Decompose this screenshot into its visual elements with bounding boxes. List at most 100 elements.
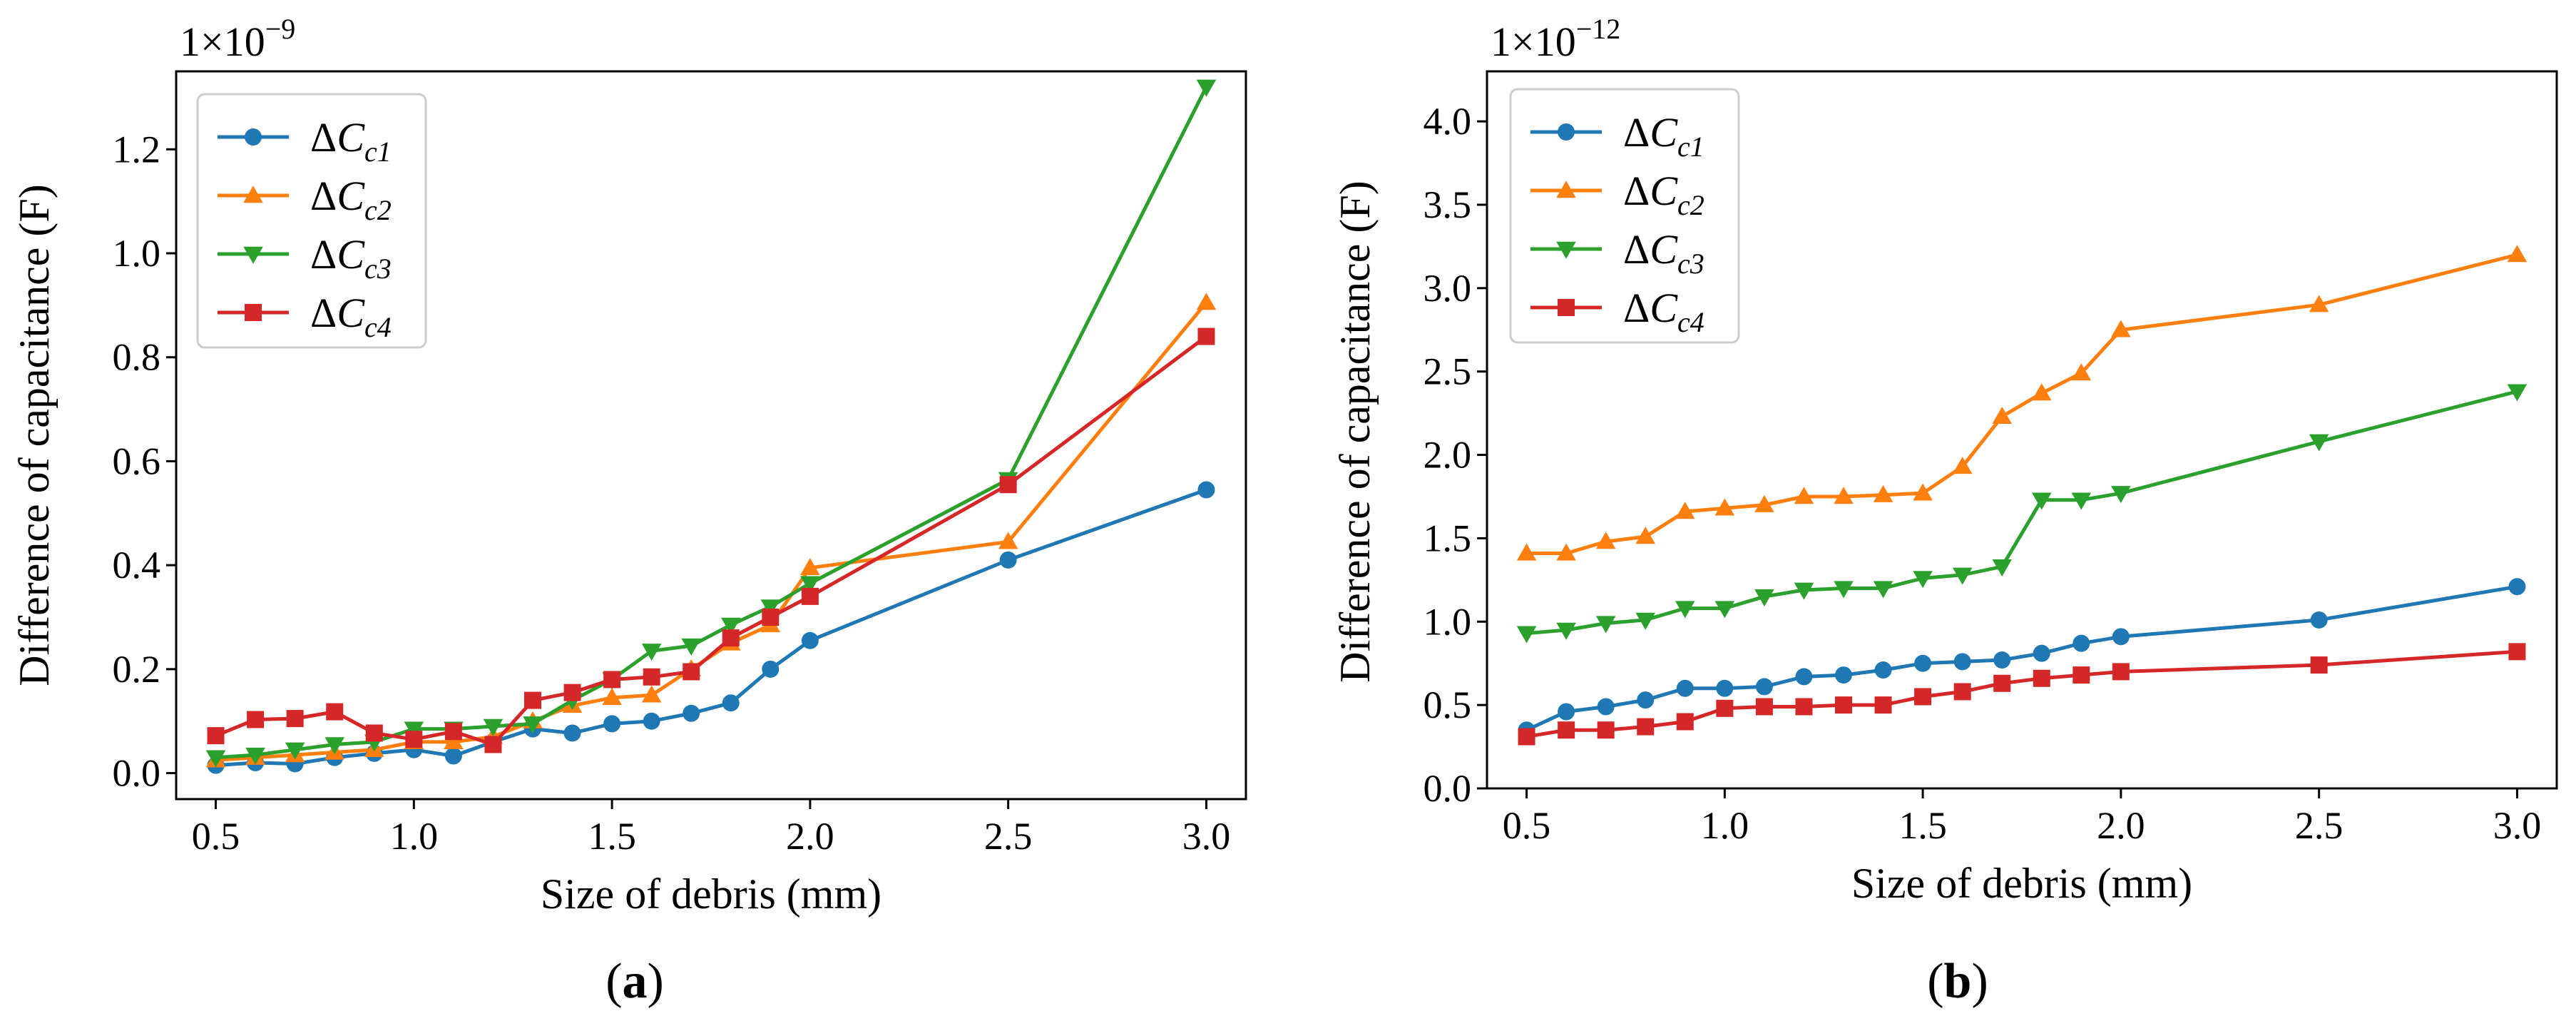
x-tick-label-b-5: 3.0: [2493, 804, 2542, 847]
data-point-b-c1-6: [1755, 678, 1773, 696]
data-point-b-c1-3: [1637, 691, 1655, 709]
x-tick-label-a-5: 3.0: [1182, 815, 1231, 858]
data-point-b-c3-2: [1595, 616, 1616, 634]
data-point-b-c3-12: [1992, 559, 2013, 576]
data-point-a-c3-15: [800, 576, 820, 594]
data-point-b-c1-4: [1676, 679, 1694, 697]
data-point-b-c2-6: [1754, 494, 1774, 512]
data-point-a-c1-10: [603, 715, 621, 733]
data-point-a-c2-6: [444, 732, 464, 750]
data-point-a-c4-15: [801, 587, 819, 605]
x-tick-label-b-4: 2.5: [2295, 804, 2344, 847]
legend-marker-a-c3: [243, 246, 263, 264]
data-point-a-c4-4: [365, 724, 383, 742]
y-tick-label-a-5: 1.0: [113, 232, 161, 275]
plot-frame-a: [175, 70, 1247, 801]
data-point-a-c4-1: [247, 711, 265, 728]
data-point-a-c1-9: [563, 724, 581, 742]
data-point-b-c4-14: [2072, 666, 2090, 684]
x-tick-label-a-2: 1.5: [588, 815, 636, 858]
legend-label-b-c4: ΔCc4: [1623, 285, 1704, 338]
data-point-a-c3-1: [245, 747, 265, 765]
y-tick-label-a-4: 0.8: [113, 336, 161, 379]
data-point-a-c3-3: [324, 737, 345, 755]
legend-label-a-c4: ΔCc4: [310, 290, 392, 343]
y-tick-label-b-7: 3.5: [1424, 183, 1472, 226]
y-axis-label-b: Difference of capacitance (F): [1332, 181, 1379, 682]
legend-marker-b-c4: [1558, 299, 1575, 316]
data-point-b-c2-17: [2507, 245, 2528, 263]
data-point-a-c2-10: [602, 688, 622, 706]
data-point-a-c2-15: [800, 557, 820, 575]
data-point-b-c2-12: [1992, 407, 2013, 425]
y-tick-label-a-3: 0.6: [113, 440, 161, 482]
chart-panel-b: 0.5 1.0 1.5 2.0 2.5 3.0 0.0 0.5 1.0 1.5 2.0 2.5 3.0 3…: [1332, 13, 2558, 1009]
plot-frame-b: [1486, 70, 2558, 790]
data-point-a-c4-7: [484, 736, 502, 753]
data-point-a-c3-12: [681, 638, 702, 656]
x-axis-label-b: Size of debris (mm): [1851, 860, 2192, 907]
x-axis-label-a: Size of debris (mm): [541, 870, 881, 918]
data-point-a-c2-16: [998, 532, 1018, 549]
x-tick-label-b-0: 0.5: [1503, 804, 1551, 847]
data-point-b-c4-6: [1755, 698, 1773, 716]
y-tick-label-b-4: 2.0: [1424, 434, 1472, 477]
data-point-b-c2-14: [2071, 363, 2092, 381]
data-point-b-c2-8: [1834, 487, 1854, 504]
data-point-a-c4-6: [444, 723, 462, 741]
legend-marker-b-c2: [1556, 181, 1576, 198]
data-point-b-c2-5: [1714, 498, 1735, 516]
data-point-a-c1-16: [999, 551, 1017, 569]
data-point-b-c3-16: [2309, 434, 2329, 452]
data-point-b-c3-8: [1834, 581, 1854, 599]
data-point-b-c3-1: [1556, 622, 1576, 640]
data-point-b-c2-1: [1556, 543, 1576, 561]
data-point-a-c4-10: [603, 671, 621, 689]
data-point-b-c3-10: [1913, 571, 1933, 589]
data-point-b-c4-1: [1558, 721, 1575, 739]
x-tick-label-b-2: 1.5: [1898, 804, 1947, 847]
y-tick-label-b-8: 4.0: [1424, 100, 1472, 143]
data-point-a-c3-11: [641, 644, 662, 661]
series-layer-a: [205, 79, 1217, 774]
x-tick-label-a-1: 1.0: [390, 815, 439, 858]
data-point-a-c3-0: [205, 750, 226, 768]
data-point-b-c4-11: [1953, 683, 1971, 701]
legend-label-a-c2: ΔCc2: [310, 173, 392, 226]
data-point-a-c3-17: [1196, 79, 1217, 97]
series-line-b-c2: [1526, 253, 2518, 555]
multiplier-b: 1×10−12: [1491, 13, 1620, 65]
data-point-b-c1-13: [2033, 644, 2050, 662]
data-point-b-c3-5: [1714, 601, 1735, 619]
data-point-b-c3-15: [2111, 486, 2131, 504]
data-point-b-c2-13: [2031, 383, 2052, 401]
data-point-a-c3-5: [404, 721, 424, 739]
y-tick-label-b-6: 3.0: [1424, 267, 1472, 310]
data-point-b-c1-2: [1597, 698, 1615, 716]
y-tick-label-b-0: 0.0: [1424, 767, 1472, 810]
data-point-b-c4-3: [1637, 718, 1655, 736]
data-point-b-c3-14: [2071, 492, 2092, 510]
data-point-b-c2-15: [2111, 320, 2131, 337]
data-point-a-c1-15: [801, 631, 819, 649]
data-point-b-c4-4: [1676, 713, 1694, 731]
data-point-a-c1-13: [722, 694, 740, 712]
data-point-a-c1-14: [762, 660, 780, 678]
data-point-b-c3-6: [1754, 589, 1774, 607]
data-point-b-c2-9: [1873, 484, 1893, 502]
series-layer-b: [1516, 245, 2528, 746]
caption-a: (a): [605, 954, 664, 1009]
data-point-b-c4-5: [1716, 699, 1734, 717]
data-point-b-c4-9: [1874, 696, 1892, 714]
data-point-b-c3-11: [1952, 567, 1973, 585]
y-tick-label-a-2: 0.4: [113, 544, 161, 586]
data-point-b-c3-9: [1873, 581, 1893, 599]
legend-label-a-c3: ΔCc3: [310, 231, 392, 285]
legend-label-b-c1: ΔCc1: [1623, 109, 1704, 163]
x-tick-label-a-0: 0.5: [192, 815, 240, 858]
x-tick-label-b-1: 1.0: [1701, 804, 1749, 847]
data-point-b-c1-11: [1953, 653, 1971, 671]
data-point-b-c1-14: [2072, 634, 2090, 652]
